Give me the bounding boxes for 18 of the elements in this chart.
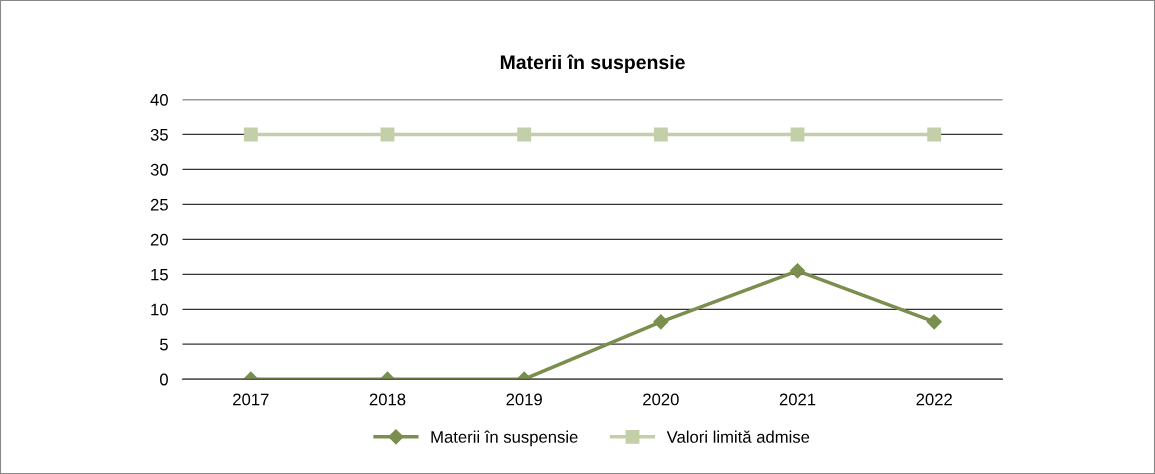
y-tick-label: 35 (150, 128, 168, 141)
x-tick-label: 2017 (233, 393, 269, 406)
chart-title: Materii în suspensie (500, 54, 685, 74)
x-tick-label: 2021 (779, 393, 816, 406)
legend-label: Materii în suspensie (431, 430, 578, 447)
y-tick-label: 30 (150, 163, 168, 176)
y-tick-label: 15 (151, 268, 168, 281)
y-tick-label: 40 (150, 93, 168, 106)
y-tick-label: 5 (160, 338, 168, 351)
y-tick-label: 20 (150, 233, 168, 246)
x-tick-label: 2022 (916, 393, 952, 406)
y-tick-label: 25 (150, 198, 168, 211)
y-tick-label: 0 (159, 373, 168, 386)
x-tick-label: 2018 (369, 393, 406, 406)
x-tick-label: 2019 (506, 393, 542, 406)
x-tick-label: 2020 (643, 393, 679, 406)
legend-label: Valori limită admise (666, 430, 810, 443)
y-tick-label: 10 (151, 303, 168, 316)
